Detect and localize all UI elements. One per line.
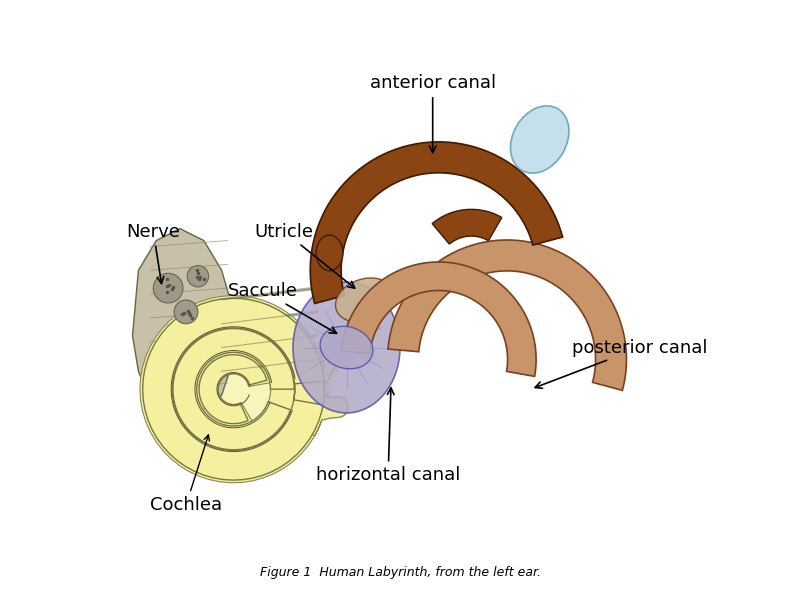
Polygon shape [388,240,626,391]
Text: horizontal canal: horizontal canal [316,388,460,484]
Ellipse shape [320,326,373,369]
Ellipse shape [510,106,569,173]
Circle shape [174,300,198,324]
Text: Figure 1  Human Labyrinth, from the left ear.: Figure 1 Human Labyrinth, from the left … [259,566,541,580]
Ellipse shape [150,312,329,466]
Circle shape [154,273,183,303]
Ellipse shape [335,278,393,322]
Polygon shape [310,142,562,304]
Polygon shape [432,209,502,244]
Text: Saccule: Saccule [228,282,337,334]
Polygon shape [142,298,325,480]
Text: anterior canal: anterior canal [370,74,496,152]
Text: Nerve: Nerve [126,223,180,284]
Polygon shape [342,262,536,376]
Polygon shape [170,325,298,453]
Polygon shape [199,355,267,424]
Circle shape [187,266,209,287]
Ellipse shape [293,282,400,413]
Polygon shape [195,351,271,427]
Polygon shape [133,229,234,419]
Polygon shape [173,329,294,450]
Text: Cochlea: Cochlea [150,435,222,514]
Text: posterior canal: posterior canal [535,338,708,388]
Ellipse shape [316,235,343,271]
Polygon shape [140,296,327,483]
Text: Utricle: Utricle [254,223,354,288]
